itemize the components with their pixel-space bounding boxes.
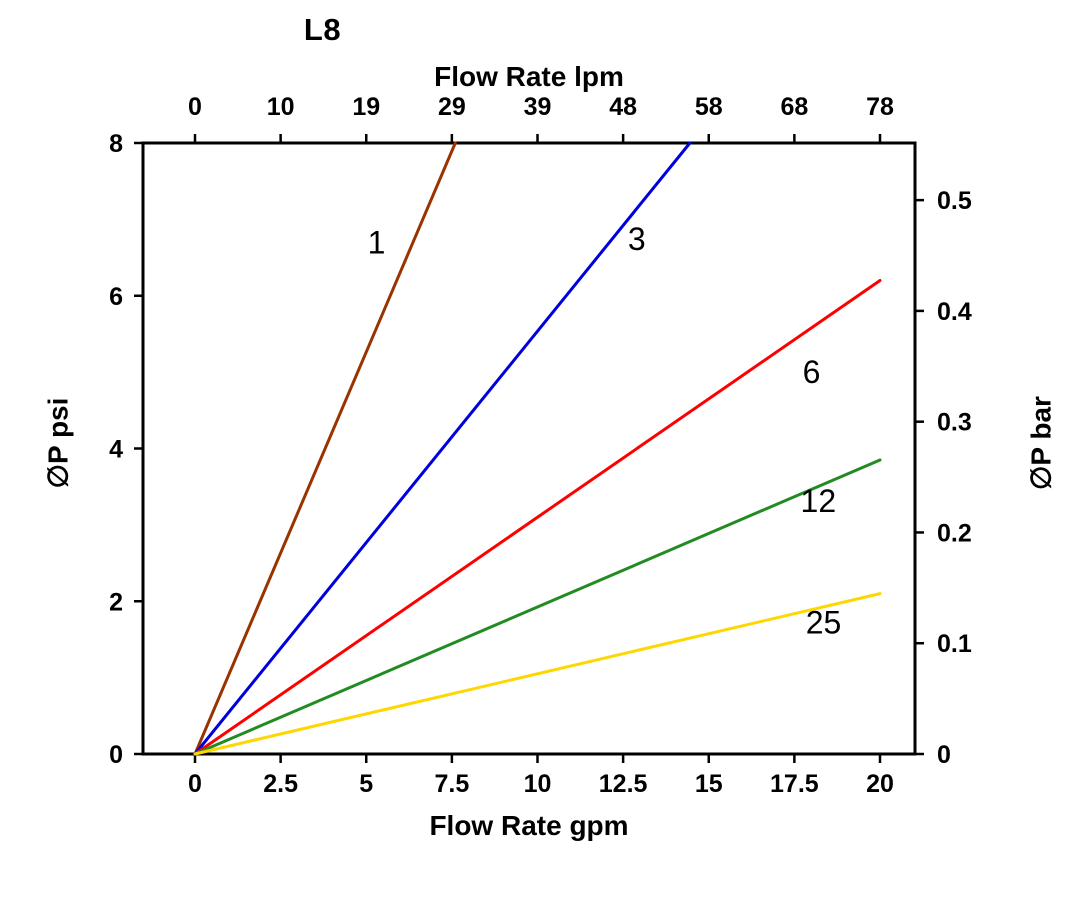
y-left-tick-label: 0 [109,741,123,769]
series-line-6 [193,278,882,756]
series-label-6: 6 [803,354,821,390]
chart-title: L8 [303,12,342,47]
x-top-tick-label: 78 [866,93,894,121]
y-left-tick-label: 4 [109,436,123,464]
x-bottom-tick-label: 20 [866,770,894,798]
x-axis-bottom-title: Flow Rate gpm [429,810,629,841]
y-left-tick-label: 6 [109,283,123,311]
x-top-tick-label: 39 [524,93,552,121]
x-top-tick-label: 29 [438,93,466,121]
series-line-3 [193,141,692,756]
x-bottom-tick-label: 10 [524,770,552,798]
x-top-tick-label: 19 [352,93,380,121]
plot-border [141,141,917,756]
series-label-12: 12 [801,483,837,519]
x-bottom-tick-label: 0 [188,770,202,798]
y-left-tick-label: 8 [109,130,123,158]
x-top-tick-label: 58 [695,93,723,121]
y-right-tick-label: 0 [937,741,951,769]
series-label-25: 25 [806,604,842,640]
x-axis-top-title: Flow Rate lpm [434,61,624,92]
series-line-25 [193,592,882,756]
x-top-tick-label: 10 [267,93,295,121]
x-bottom-tick-label: 12.5 [599,770,648,798]
series-label-3: 3 [628,221,646,257]
y-right-tick-label: 0.3 [937,409,972,437]
y-right-tick-label: 0.1 [937,630,972,658]
series-label-1: 1 [368,225,386,261]
x-top-tick-label: 48 [609,93,637,121]
y-right-tick-label: 0.2 [937,519,972,547]
x-top-tick-label: 68 [780,93,808,121]
y-right-tick-label: 0.5 [937,187,972,215]
x-bottom-tick-label: 15 [695,770,723,798]
x-bottom-tick-label: 2.5 [263,770,298,798]
series-line-1 [193,141,457,756]
series-line-12 [193,458,882,756]
y-right-tick-label: 0.4 [937,298,972,326]
x-bottom-tick-label: 7.5 [434,770,469,798]
x-top-tick-label: 0 [188,93,202,121]
x-bottom-tick-label: 17.5 [770,770,819,798]
y-left-tick-label: 2 [109,588,123,616]
x-bottom-tick-label: 5 [359,770,373,798]
